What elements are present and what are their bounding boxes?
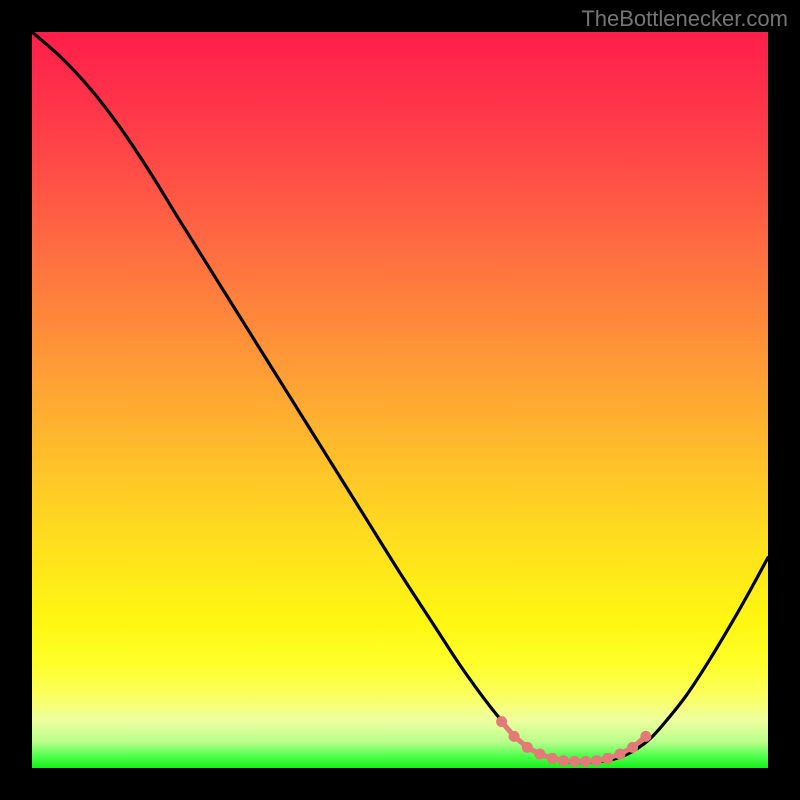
chart-root: TheBottlenecker.com: [0, 0, 800, 800]
optimal-range-marker: [547, 753, 558, 764]
watermark-text: TheBottlenecker.com: [581, 6, 788, 32]
optimal-range-marker: [591, 755, 602, 766]
bottleneck-curve: [32, 32, 768, 762]
chart-svg: [32, 32, 768, 768]
optimal-range-marker: [640, 731, 651, 742]
optimal-range-marker: [522, 742, 533, 753]
plot-area: [32, 32, 768, 768]
optimal-range-marker: [496, 716, 507, 727]
optimal-range-marker: [602, 753, 613, 764]
optimal-range-marker: [509, 731, 520, 742]
optimal-range-marker: [580, 756, 591, 767]
optimal-range-marker: [534, 749, 545, 760]
optimal-range-marker: [627, 742, 638, 753]
optimal-range-marker: [558, 755, 569, 766]
optimal-range-marker: [615, 749, 626, 760]
optimal-range-marker: [569, 756, 580, 767]
